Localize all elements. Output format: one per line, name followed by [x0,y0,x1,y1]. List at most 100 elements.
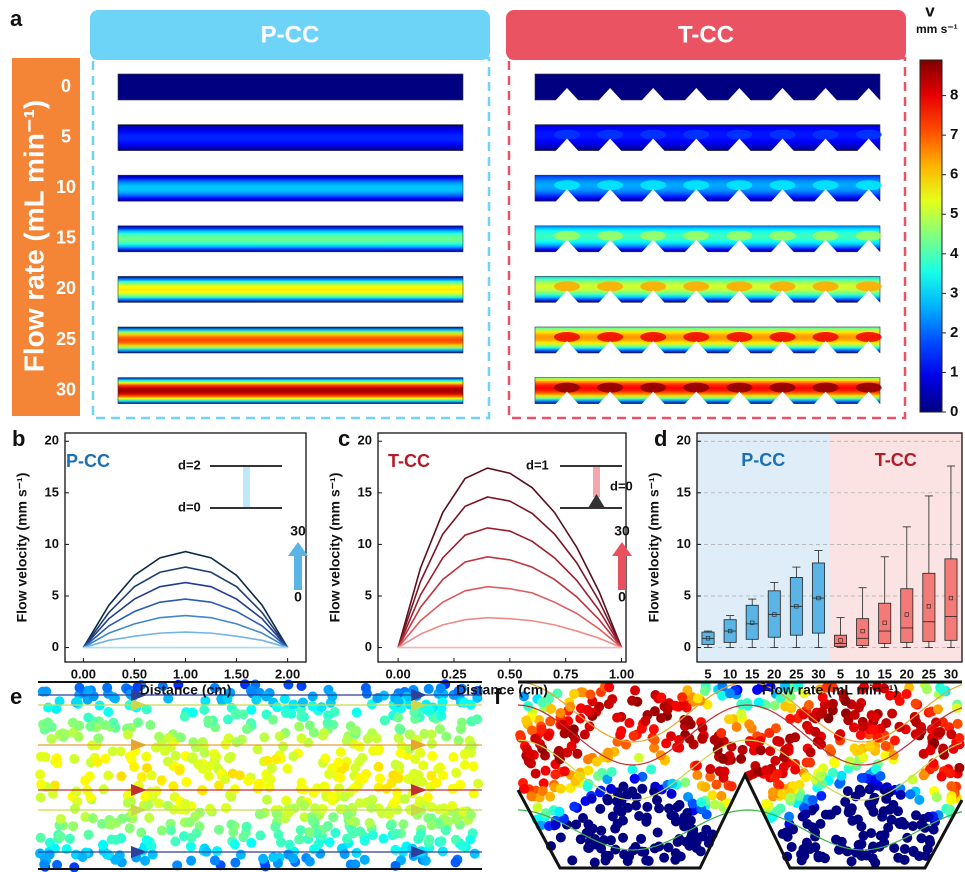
particle [259,732,269,742]
arrow [612,542,632,590]
particle [616,726,626,736]
particle [65,834,75,844]
particle [790,765,800,775]
particle [918,814,928,824]
box [746,605,758,639]
particle [583,754,593,764]
particle [653,827,663,837]
particle [672,802,682,812]
particle [351,726,361,736]
particle [242,724,252,734]
particle [309,844,319,854]
y-tick-label: 5 [684,587,691,602]
particle [720,767,730,777]
annotation: 30 [614,523,630,539]
particle [627,765,637,775]
curve [398,497,621,648]
particle [436,836,446,846]
particle [336,747,346,757]
particle [590,857,600,867]
colorbar-unit: mm s⁻¹ [916,22,958,36]
particle [265,774,275,784]
particle [680,777,690,787]
particle [646,764,656,774]
group-label: T-CC [875,450,917,470]
particle [141,752,151,762]
channel-pcc [118,74,463,100]
hotspot [640,130,666,140]
hotspot [597,332,623,342]
particle [596,826,606,836]
particle [624,851,634,861]
particle [235,770,245,780]
hotspot [683,281,709,291]
particle [272,702,282,712]
x-tick-label: 2.00 [275,666,300,681]
particle [761,765,771,775]
particle [634,811,644,821]
particle [560,766,570,776]
x-tick-label: 0.25 [441,666,466,681]
particle [515,730,525,740]
particle [389,798,399,808]
particle [224,753,234,763]
group-title: T-CC [678,21,734,48]
particle [933,704,943,714]
y-tick-label: 15 [45,484,59,499]
x-tick-label: 5 [704,666,711,681]
particle [36,752,46,762]
x-tick-label: 10 [855,666,869,681]
particle [129,762,139,772]
particle [352,848,362,858]
particle [954,763,964,773]
particle [945,768,955,778]
particle [294,835,304,845]
particle [39,859,49,869]
particle [556,832,566,842]
hotspot [640,180,666,190]
particle [604,682,614,692]
particle [262,795,272,805]
particle [634,753,644,763]
particle [718,754,728,764]
particle [580,730,590,740]
hotspot [813,231,839,241]
particle [221,739,231,749]
particle [271,754,281,764]
y-tick-label: 20 [358,433,372,448]
particle [659,853,669,863]
particle [567,741,577,751]
particle [781,827,791,837]
particle [69,754,79,764]
particle [637,784,647,794]
particle [323,821,333,831]
particle [448,784,458,794]
particle [163,757,173,767]
particle [298,697,308,707]
particle [849,722,859,732]
particle [220,774,230,784]
particle [327,791,337,801]
hotspot [554,180,580,190]
channel-pcc [118,175,463,201]
particle [441,731,451,741]
particle [35,769,45,779]
particle [663,704,673,714]
particle [868,853,878,863]
particle [288,853,298,863]
hotspot [770,332,796,342]
y-tick-label: 15 [358,484,372,499]
particle [421,856,431,866]
particle [692,770,702,780]
particle [330,828,340,838]
particle [308,816,318,826]
x-tick-label: 10 [723,666,737,681]
particle [308,691,318,701]
flow-rate-title: Flow rate (mL min⁻¹) [18,100,49,373]
particle [937,772,947,782]
particle [36,792,46,802]
particle [845,756,855,766]
colorbar-tick-label: 5 [950,205,958,222]
particle [253,744,263,754]
particle [583,765,593,775]
